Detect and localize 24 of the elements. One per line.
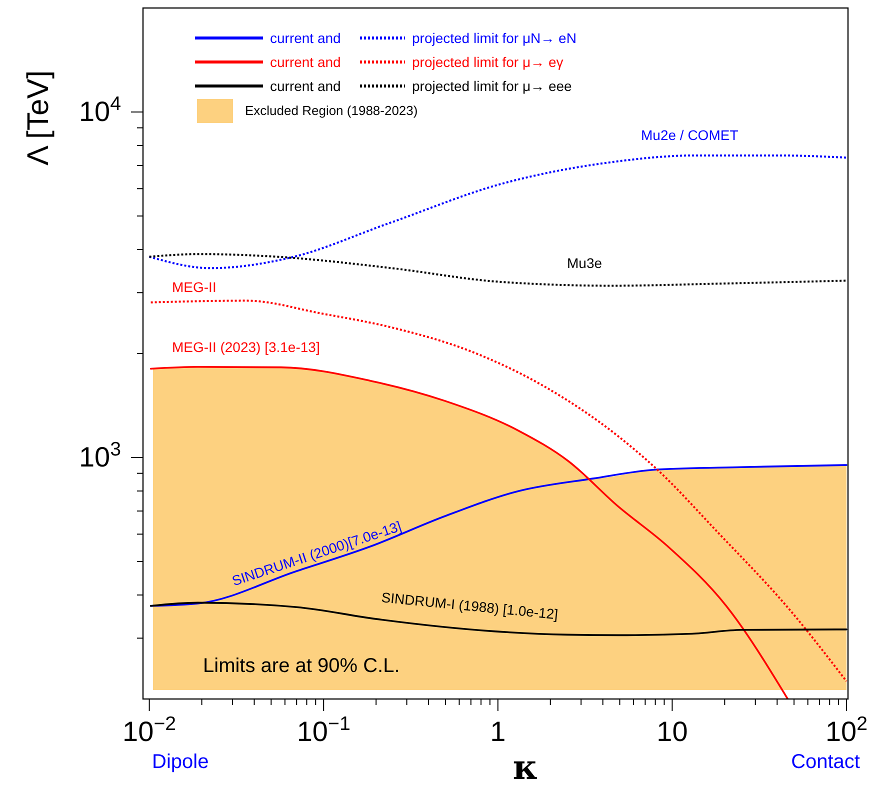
legend-label: Excluded Region (1988-2023) <box>245 103 418 118</box>
y-axis-title: Λ [TeV] <box>22 70 55 166</box>
x-tick-label: 10 <box>656 716 688 747</box>
legend-label: current and <box>270 54 341 70</box>
legend-label: projected limit for μ→ eee <box>412 78 572 94</box>
x-tick-label: 10$^{−2}$ <box>122 712 176 747</box>
legend-label: current and <box>270 30 341 46</box>
legend-label: current and <box>270 78 341 94</box>
x-tick-label: 10$^{−1}$ <box>296 712 350 747</box>
x-tick-label: 10$^{2}$ <box>825 712 868 747</box>
y-tick-label: 10$^{4}$ <box>78 92 122 127</box>
x-tick-label: 1 <box>490 716 506 747</box>
annotation: Mu2e / COMET <box>641 127 739 143</box>
legend-label: projected limit for μN→ eN <box>412 30 576 46</box>
annotation: MEG-II (2023) [3.1e-13] <box>172 339 320 355</box>
annotation: SINDRUM-I (1988) [1.0e-12] <box>380 589 559 622</box>
annotation: MEG-II <box>172 279 216 295</box>
text: Contact <box>791 751 860 773</box>
x-axis-title: κ <box>512 748 538 786</box>
legend-label: projected limit for μ→ eγ <box>412 54 564 70</box>
y-tick-label: 10$^{3}$ <box>78 438 122 472</box>
annotation: Limits are at 90% C.L. <box>203 655 400 677</box>
annotation: Mu3e <box>567 255 602 271</box>
text: Dipole <box>152 751 209 773</box>
